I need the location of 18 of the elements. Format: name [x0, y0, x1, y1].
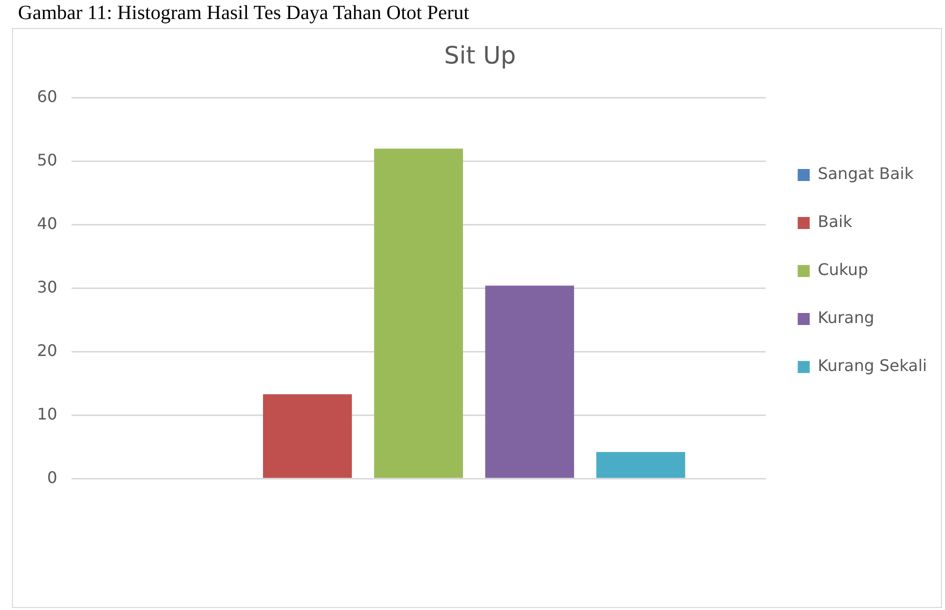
- y-tick-label: 30: [37, 277, 58, 296]
- bar: [374, 148, 463, 478]
- legend-label: Kurang Sekali: [818, 356, 927, 376]
- legend-label: Baik: [818, 212, 853, 232]
- legend-label: Kurang: [818, 308, 874, 328]
- y-tick-label: 20: [37, 340, 58, 360]
- bar: [596, 452, 686, 478]
- text: Gambar 11: Histogram Hasil Tes Daya Tahan Otot Perut: [18, 2, 470, 25]
- legend-label: Cukup: [818, 260, 868, 280]
- bar: [485, 286, 574, 478]
- y-tick-label: 50: [37, 150, 58, 170]
- y-tick-label: 60: [37, 86, 58, 106]
- y-tick-label: 10: [37, 404, 58, 424]
- y-tick-label: 0: [47, 468, 58, 487]
- y-tick-label: 40: [37, 214, 58, 233]
- chart-title: Sit Up: [444, 42, 516, 70]
- bar: [263, 394, 352, 478]
- legend-label: Sangat Baik: [818, 164, 914, 184]
